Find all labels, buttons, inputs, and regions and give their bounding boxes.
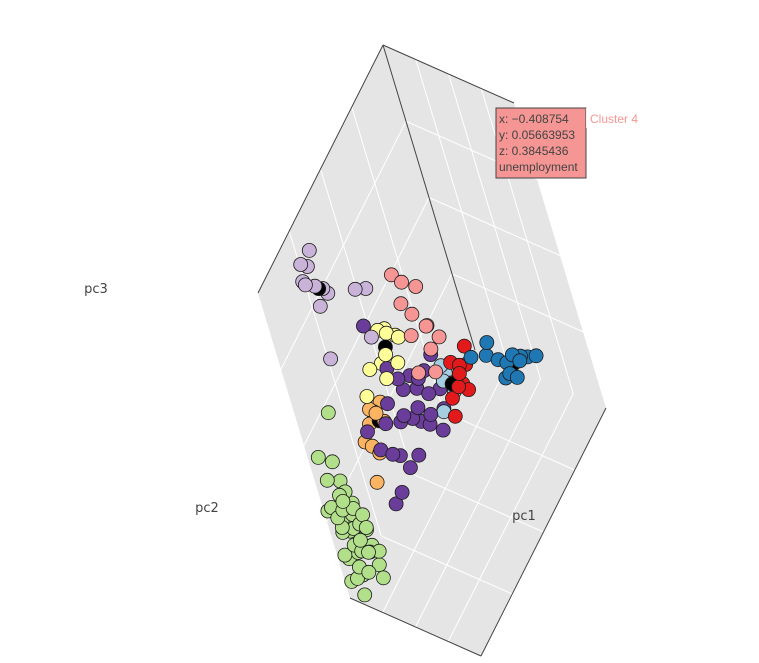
edge-floor-left xyxy=(349,597,482,657)
edge-top-left xyxy=(257,44,384,294)
floor-grid-v xyxy=(381,535,513,595)
marker-yellow[interactable] xyxy=(359,389,375,404)
marker-pink[interactable] xyxy=(423,341,439,357)
hover-box xyxy=(495,107,587,179)
x-axis-title: pc1 xyxy=(512,509,536,524)
edge-top-right xyxy=(382,44,515,104)
marker-pink[interactable] xyxy=(408,279,424,294)
marker-red[interactable] xyxy=(447,408,463,424)
z-axis-title: pc3 xyxy=(84,282,108,297)
marker-dark-purple[interactable] xyxy=(411,447,427,463)
marker-dark-purple[interactable] xyxy=(385,446,401,462)
marker-light-green[interactable] xyxy=(324,454,340,470)
marker-light-green[interactable] xyxy=(319,472,335,488)
marker-dark-purple[interactable] xyxy=(355,318,371,334)
hover-cluster-name: Cluster 4 xyxy=(590,112,638,126)
marker-dark-purple[interactable] xyxy=(402,460,418,476)
marker-light-green[interactable] xyxy=(352,532,368,548)
marker-yellow[interactable] xyxy=(362,362,378,377)
marker-orange[interactable] xyxy=(369,474,385,490)
marker-pink[interactable] xyxy=(383,267,399,283)
marker-dark-purple[interactable] xyxy=(421,386,437,402)
marker-dark-purple[interactable] xyxy=(378,416,394,432)
marker-light-green[interactable] xyxy=(357,587,373,603)
right-grid-w xyxy=(428,197,561,256)
marker-dark-purple[interactable] xyxy=(388,496,404,512)
marker-light-purple[interactable] xyxy=(363,329,379,345)
marker-light-green[interactable] xyxy=(337,547,353,563)
y-axis-title: pc2 xyxy=(195,501,219,516)
marker-yellow[interactable] xyxy=(390,329,406,345)
marker-light-green[interactable] xyxy=(335,493,351,509)
marker-dark-blue[interactable] xyxy=(512,353,528,369)
hover-line-x: x: −0.408754 xyxy=(499,112,569,126)
hover-line-label: unemployment xyxy=(499,160,578,174)
edge-floor-right xyxy=(480,407,607,657)
marker-dark-blue[interactable] xyxy=(479,335,495,350)
marker-dark-purple[interactable] xyxy=(380,396,395,412)
marker-light-purple[interactable] xyxy=(301,242,317,258)
marker-dark-purple[interactable] xyxy=(394,484,410,500)
marker-dark-purple[interactable] xyxy=(435,422,451,438)
marker-light-green[interactable] xyxy=(320,405,336,421)
marker-dark-blue[interactable] xyxy=(528,348,544,364)
marker-orange[interactable] xyxy=(368,405,384,421)
marker-pink[interactable] xyxy=(403,328,419,344)
marker-dark-blue[interactable] xyxy=(509,369,525,385)
marker-dark-blue[interactable] xyxy=(463,349,479,365)
marker-dark-purple[interactable] xyxy=(396,408,412,424)
marker-light-green[interactable] xyxy=(358,520,374,535)
marker-light-purple[interactable] xyxy=(323,351,339,367)
floor-grid-v xyxy=(412,473,544,533)
marker-light-green[interactable] xyxy=(375,570,391,586)
marker-pink[interactable] xyxy=(418,318,434,334)
marker-yellow[interactable] xyxy=(390,355,406,371)
marker-red[interactable] xyxy=(456,338,472,354)
marker-light-purple[interactable] xyxy=(293,257,309,272)
marker-light-green[interactable] xyxy=(310,449,326,465)
marker-red[interactable] xyxy=(445,390,460,406)
marker-yellow[interactable] xyxy=(379,371,395,387)
marker-dark-purple[interactable] xyxy=(360,424,375,440)
marker-light-purple[interactable] xyxy=(347,281,363,297)
marker-red[interactable] xyxy=(451,366,467,381)
marker-light-purple[interactable] xyxy=(312,298,328,314)
hover-line-y: y: 0.05663953 xyxy=(499,128,575,142)
marker-light-purple[interactable] xyxy=(297,277,313,293)
floor-grid-u xyxy=(447,393,574,642)
hover-tooltip: x: −0.408754 y: 0.05663953 z: 0.3845436 … xyxy=(495,107,642,179)
marker-dark-purple[interactable] xyxy=(410,400,426,416)
marker-red[interactable] xyxy=(451,379,467,395)
marker-pink[interactable] xyxy=(411,365,427,381)
edge-vertical-inner xyxy=(382,44,476,351)
left-grid-w xyxy=(280,121,407,370)
marker-pink[interactable] xyxy=(394,274,409,290)
marker-pink[interactable] xyxy=(431,329,447,345)
marker-light-green[interactable] xyxy=(361,544,376,560)
scatter-markers[interactable] xyxy=(293,242,544,603)
marker-pink[interactable] xyxy=(428,364,444,380)
hover-line-z: z: 0.3845436 xyxy=(499,144,569,158)
marker-dark-purple[interactable] xyxy=(423,406,439,422)
marker-light-green[interactable] xyxy=(361,564,377,580)
scene-edges xyxy=(257,44,607,657)
marker-pink[interactable] xyxy=(404,306,420,322)
hover-name-box xyxy=(586,108,642,128)
marker-yellow[interactable] xyxy=(378,347,394,363)
marker-pink[interactable] xyxy=(393,296,409,312)
marker-light-green[interactable] xyxy=(355,507,371,523)
